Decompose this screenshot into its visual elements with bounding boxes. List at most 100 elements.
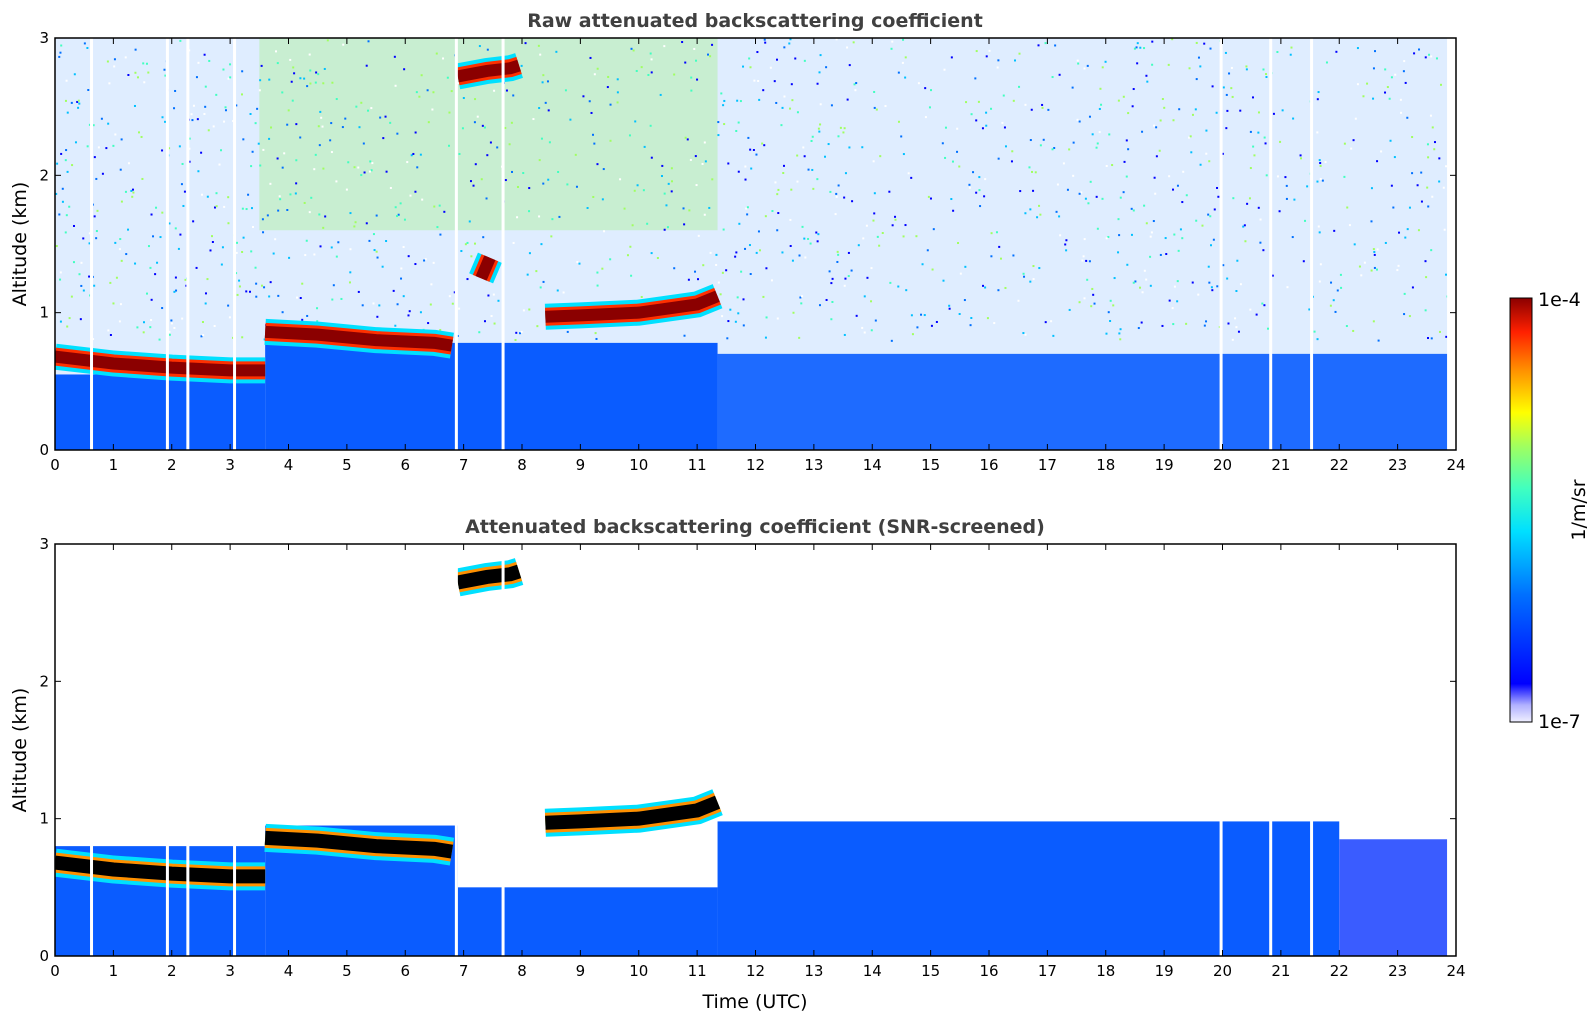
noise-speck [400,267,403,270]
noise-speck [515,331,518,334]
data-gap [1219,38,1223,450]
noise-speck [1086,64,1089,67]
noise-speck [1350,147,1353,150]
noise-speck [65,214,68,217]
noise-speck [274,238,277,241]
noise-speck [170,319,173,322]
noise-speck [287,109,290,112]
noise-speck [1332,299,1335,302]
noise-speck [195,76,198,79]
noise-speck [301,318,304,321]
noise-speck [972,171,975,174]
noise-speck [956,127,959,130]
noise-speck [817,127,820,130]
noise-speck [137,131,140,134]
noise-speck [630,274,633,277]
noise-speck [703,213,706,216]
x-tick-label: 14 [863,962,882,980]
noise-speck [873,106,876,109]
noise-speck [592,195,595,198]
x-tick-label: 24 [1446,456,1465,474]
x-tick-label: 9 [576,962,586,980]
noise-speck [512,94,515,97]
noise-speck [1417,229,1420,232]
noise-speck [384,115,387,118]
noise-speck [1078,120,1081,123]
noise-speck [854,89,857,92]
noise-speck [811,135,814,138]
noise-speck [283,152,286,155]
noise-speck [323,67,326,70]
noise-speck [555,50,558,53]
noise-speck [686,138,689,141]
noise-speck [1384,68,1387,71]
x-tick-label: 11 [688,456,707,474]
x-ticks-screened: 0 1 2 3 4 5 6 7 8 9 10 11 12 13 14 15 16 17 18 19 20 21 22 23 24 [50,544,1466,980]
y-tick-label: 2 [39,672,49,690]
noise-speck [342,43,345,46]
noise-speck [1161,98,1164,101]
noise-speck [1319,164,1322,167]
noise-speck [95,230,98,233]
noise-speck [1181,201,1184,204]
noise-speck [70,101,73,104]
noise-speck [330,122,333,125]
noise-speck [1165,253,1168,256]
noise-speck [1207,213,1210,216]
noise-speck [1248,197,1251,200]
noise-speck [711,178,714,181]
noise-speck [1037,44,1040,47]
noise-speck [64,231,67,234]
noise-speck [291,99,294,102]
noise-speck [1249,308,1252,311]
noise-speck [1348,224,1351,227]
noise-speck [159,236,162,239]
noise-speck [450,90,453,93]
noise-speck [142,62,145,65]
noise-speck [792,311,795,314]
noise-speck [206,195,209,198]
noise-speck [875,108,878,111]
noise-speck [649,124,652,127]
noise-speck [1245,65,1248,68]
noise-speck [1058,73,1061,76]
noise-speck [68,317,71,320]
noise-speck [547,178,550,181]
noise-speck [345,188,348,191]
noise-speck [957,242,960,245]
noise-speck [489,141,492,144]
noise-speck [86,145,89,148]
noise-speck [863,331,866,334]
noise-speck [403,68,406,71]
noise-speck [1149,235,1152,238]
noise-speck [149,326,152,329]
colorbar-max-label: 1e-4 [1538,289,1581,311]
noise-speck [901,61,904,64]
noise-speck [1394,73,1397,76]
noise-speck [93,215,96,218]
noise-speck [1271,274,1274,277]
noise-speck [316,307,319,310]
feature-layers [55,53,723,384]
noise-speck [1084,197,1087,200]
y-tick-label: 0 [39,947,49,965]
noise-speck [1291,236,1294,239]
noise-speck [1376,248,1379,251]
x-tick-label: 15 [921,962,940,980]
noise-speck [818,71,821,74]
noise-speck [1374,50,1377,53]
data-gap [165,544,169,956]
noise-speck [227,222,230,225]
noise-speck [1373,250,1376,253]
noise-speck [317,125,320,128]
noise-speck [204,85,207,88]
noise-speck [1032,189,1035,192]
noise-speck [408,310,411,313]
noise-speck [337,241,340,244]
noise-speck [630,47,633,50]
noise-speck [318,213,321,216]
noise-speck [179,39,182,42]
noise-speck [1044,321,1047,324]
noise-speck [1285,184,1288,187]
noise-speck [451,302,454,305]
